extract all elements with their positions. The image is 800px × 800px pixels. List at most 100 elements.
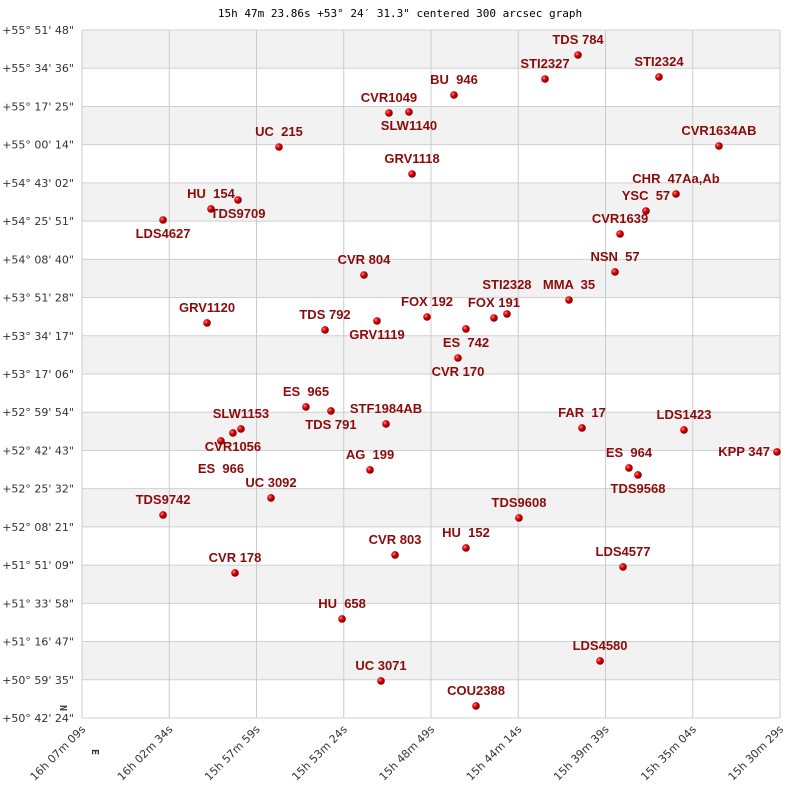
y-tick-label: +54° 25' 51" (2, 215, 74, 228)
star-point: BU 946 (430, 72, 478, 99)
y-axis-labels: +55° 51' 48" +55° 34' 36" +55° 17' 25" +55°… (2, 24, 74, 725)
star-point: UC 3071 (355, 658, 407, 685)
star-label: MMA 35 (543, 277, 595, 292)
x-tick-label: 15h 35m 04s (638, 723, 699, 784)
star-label: TDS9568 (611, 481, 666, 496)
star-label: ES 964 (606, 445, 653, 460)
star-marker (611, 268, 619, 276)
star-marker (619, 563, 627, 571)
y-tick-label: +52° 59' 54" (2, 406, 74, 419)
star-point: CVR1639 (592, 211, 648, 238)
star-label: TDS9742 (136, 492, 191, 507)
grid-lines (81, 29, 781, 719)
star-label: CVR 804 (338, 252, 392, 267)
star-marker (672, 190, 680, 198)
star-marker (234, 196, 242, 204)
y-tick-label: +50° 42' 24" (2, 712, 74, 725)
star-point: GRV1120 (179, 300, 235, 327)
star-label: UC 3071 (355, 658, 406, 673)
star-marker (503, 310, 511, 318)
star-point: LDS4577 (596, 544, 650, 571)
y-tick-label: +55° 51' 48" (2, 24, 74, 37)
star-label: AG 199 (346, 447, 394, 462)
star-label: STF1984AB (350, 401, 422, 416)
star-marker (462, 544, 470, 552)
star-label: CVR1639 (592, 211, 648, 226)
star-marker (217, 437, 225, 445)
y-tick-label: +52° 08' 21" (2, 521, 74, 534)
star-point: TDS 784 (552, 32, 604, 59)
star-marker (302, 403, 310, 411)
star-point: STF1984AB (350, 401, 422, 428)
star-label: GRV1118 (384, 151, 439, 166)
x-tick-label: 16h 02m 34s (115, 723, 176, 784)
star-marker (408, 170, 416, 178)
star-marker (360, 271, 368, 279)
star-marker (578, 424, 586, 432)
star-point: HU 658 (318, 596, 366, 623)
star-label: UC 3092 (245, 475, 296, 490)
star-label: FAR 17 (558, 405, 606, 420)
star-marker (327, 407, 335, 415)
star-label: HU 154 (187, 186, 235, 201)
star-label: ES 966 (198, 461, 244, 476)
y-tick-label: +54° 43' 02" (2, 177, 74, 190)
star-marker (515, 514, 523, 522)
star-marker (423, 313, 431, 321)
star-label: CVR1049 (361, 90, 417, 105)
east-label: E (89, 749, 100, 755)
star-point: LDS4627 (136, 216, 191, 241)
star-label: GRV1119 (349, 327, 404, 342)
star-point: COU2388 (447, 683, 505, 710)
x-axis-labels: 16h 07m 09s 16h 02m 34s 15h 57m 59s 15h 53m… (28, 723, 787, 784)
chart-title: 15h 47m 23.86s +53° 24′ 31.3" centered 3… (218, 7, 582, 20)
y-tick-label: +53° 17' 06" (2, 368, 74, 381)
star-point: CVR1049 (361, 90, 417, 117)
star-label: ES 965 (283, 384, 329, 399)
star-marker (680, 426, 688, 434)
star-label: LDS1423 (657, 407, 712, 422)
star-point: UC 3092 (245, 475, 297, 502)
star-label: GRV1120 (179, 300, 235, 315)
star-marker (321, 326, 329, 334)
star-marker (373, 317, 381, 325)
star-marker (625, 464, 633, 472)
y-tick-label: +52° 25' 32" (2, 483, 74, 496)
star-point: STI2327 (520, 56, 570, 83)
star-marker (596, 657, 604, 665)
star-point: FOX 191 (468, 295, 520, 322)
star-point: TDS9568 (611, 471, 666, 496)
star-marker (773, 448, 781, 456)
star-marker (231, 569, 239, 577)
star-label: NSN 57 (590, 249, 639, 264)
star-point: ES 966 (198, 437, 244, 476)
x-tick-label: 15h 48m 49s (377, 723, 438, 784)
star-marker (275, 143, 283, 151)
y-tick-label: +53° 51' 28" (2, 292, 74, 305)
star-label: CHR 47Aa,Ab (632, 171, 719, 186)
star-point: UC 215 (255, 124, 303, 151)
star-marker (207, 205, 215, 213)
star-label: STI2324 (634, 54, 684, 69)
star-label: STI2327 (520, 56, 569, 71)
north-label: N (57, 705, 68, 711)
y-tick-label: +55° 17' 25" (2, 100, 74, 113)
x-tick-label: 16h 07m 09s (28, 723, 89, 784)
y-tick-label: +55° 00' 14" (2, 139, 74, 152)
star-point: TDS9709 (211, 196, 265, 221)
star-point: TDS9608 (492, 495, 546, 522)
star-point: CVR 178 (209, 550, 261, 577)
star-marker (237, 425, 245, 433)
star-point: ES 742 (443, 325, 489, 350)
star-label: CVR1056 (205, 439, 261, 454)
star-point: CVR 803 (369, 532, 422, 559)
star-point: KPP 347 (718, 444, 781, 459)
y-tick-label: +54° 08' 40" (2, 253, 74, 266)
star-label: BU 946 (430, 72, 478, 87)
star-label: CVR 803 (369, 532, 422, 547)
star-label: LDS4580 (573, 638, 628, 653)
star-point: FOX 192 (401, 294, 453, 321)
star-label: CVR1634AB (681, 123, 756, 138)
star-point: FAR 17 (558, 405, 606, 432)
